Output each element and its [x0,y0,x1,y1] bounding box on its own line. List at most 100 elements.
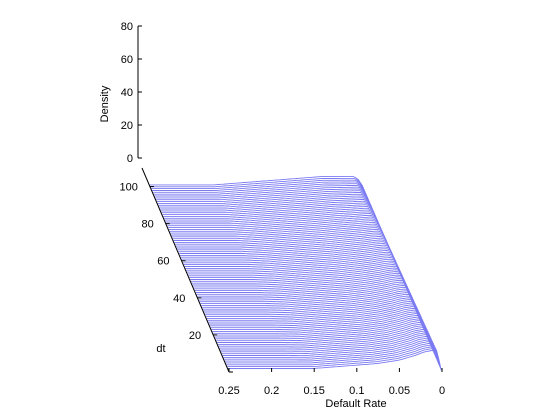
density-line-dt-75 [169,220,384,234]
density-line-dt-51 [188,262,403,278]
y-tick-label-40: 40 [173,293,185,305]
density-line-dt-99 [150,177,365,189]
density-line-dt-53 [187,258,401,274]
density-line-dt-86 [161,200,375,213]
density-line-dt-91 [157,192,371,204]
density-line-dt-43 [195,276,409,293]
density-line-dt-34 [202,292,416,310]
density-line-dt-55 [185,255,399,271]
density-line-dt-65 [177,237,392,252]
x-tick-label-0.05: 0.05 [389,385,410,397]
density-line-dt-36 [200,288,414,306]
z-tick-label-60: 60 [121,54,133,66]
density-line-dt-95 [153,184,368,197]
density-line-dt-24 [210,309,424,328]
density-line-dt-14 [217,327,432,347]
density-line-dt-78 [167,214,381,228]
density-line-dt-63 [179,241,393,256]
y-tick-label-60: 60 [157,256,169,268]
density-line-dt-4 [225,344,440,365]
density-line-dt-47 [191,269,406,285]
density-line-dt-71 [172,227,387,241]
y-tick-label-20: 20 [189,330,201,342]
density-line-dt-7 [223,339,437,360]
density-line-dt-30 [205,299,419,317]
density-line-dt-3 [226,346,441,367]
density-line-dt-44 [194,274,408,291]
density-line-dt-52 [187,260,402,276]
density-line-dt-1 [228,349,442,371]
density-line-dt-23 [210,311,425,330]
density-line-dt-50 [189,264,403,280]
density-line-dt-41 [196,279,411,297]
density-line-dt-84 [162,204,377,217]
density-line-dt-37 [199,286,414,304]
density-line-dt-45 [193,272,407,289]
density-line-dt-8 [222,337,437,358]
density-line-dt-39 [198,283,412,300]
density-line-dt-20 [213,316,427,336]
density-line-dt-11 [220,332,434,352]
x-tick-label-0.25: 0.25 [218,385,239,397]
density-line-dt-62 [180,242,394,258]
density-line-dt-42 [195,278,410,295]
z-tick-label-40: 40 [121,87,133,99]
density-line-dt-2 [227,348,441,369]
z-tick-label-0: 0 [127,153,133,165]
density-line-dt-87 [160,199,374,211]
tick-marks [138,25,443,373]
density-line-dt-70 [173,228,388,243]
density-line-dt-12 [219,330,433,350]
density-line-dt-13 [218,328,433,348]
surface-lines [149,176,442,371]
x-tick-label-0.2: 0.2 [264,385,279,397]
density-line-dt-64 [178,239,392,254]
density-line-dt-94 [154,186,369,198]
density-line-dt-49 [190,265,404,282]
density-line-dt-85 [161,202,376,215]
density-line-dt-58 [183,249,397,265]
density-line-dt-56 [184,253,399,269]
density-line-dt-60 [181,246,395,261]
density-line-dt-92 [156,190,370,202]
z-tick-label-20: 20 [121,120,133,132]
density-line-dt-100 [149,176,364,187]
density-line-dt-80 [165,211,380,224]
density-line-dt-98 [151,179,365,191]
density-line-dt-46 [192,271,407,287]
density-line-dt-25 [209,307,423,326]
y-axis-title: dt [156,343,165,355]
z-tick-label-80: 80 [121,21,133,33]
y-tick-label-100: 100 [120,182,138,194]
density-line-dt-82 [164,207,378,221]
density-line-dt-48 [191,267,405,284]
density-line-dt-35 [201,290,415,308]
density-line-dt-59 [182,248,396,263]
density-line-dt-72 [172,225,386,239]
tick-labels: 0 20 40 60 80 20 40 60 80 100 0 0.05 0.1 0.15 0.2 0.25 [120,21,446,397]
density-line-dt-6 [224,341,438,361]
density-line-dt-18 [214,320,429,339]
density-line-dt-38 [198,285,413,302]
x-tick-label-0: 0 [439,385,445,397]
density-line-dt-17 [215,321,430,341]
density-line-dt-76 [168,218,383,232]
density-line-dt-28 [206,302,421,321]
x-axis-title: Default Rate [325,398,386,410]
x-tick-label-0.15: 0.15 [303,385,324,397]
density-line-dt-54 [186,256,400,273]
density-line-dt-31 [204,297,418,315]
x-tick-label-0.1: 0.1 [349,385,364,397]
density-line-dt-21 [212,314,426,334]
density-line-dt-61 [180,244,395,260]
density-line-dt-79 [166,213,380,226]
density-line-dt-22 [211,313,426,332]
density-line-dt-89 [158,195,372,208]
density-line-dt-90 [157,193,372,206]
density-line-dt-93 [155,188,369,200]
density-line-dt-81 [164,209,379,222]
density-line-dt-97 [152,181,366,193]
z-axis-title: Density [99,85,111,122]
density-line-dt-19 [214,318,428,337]
